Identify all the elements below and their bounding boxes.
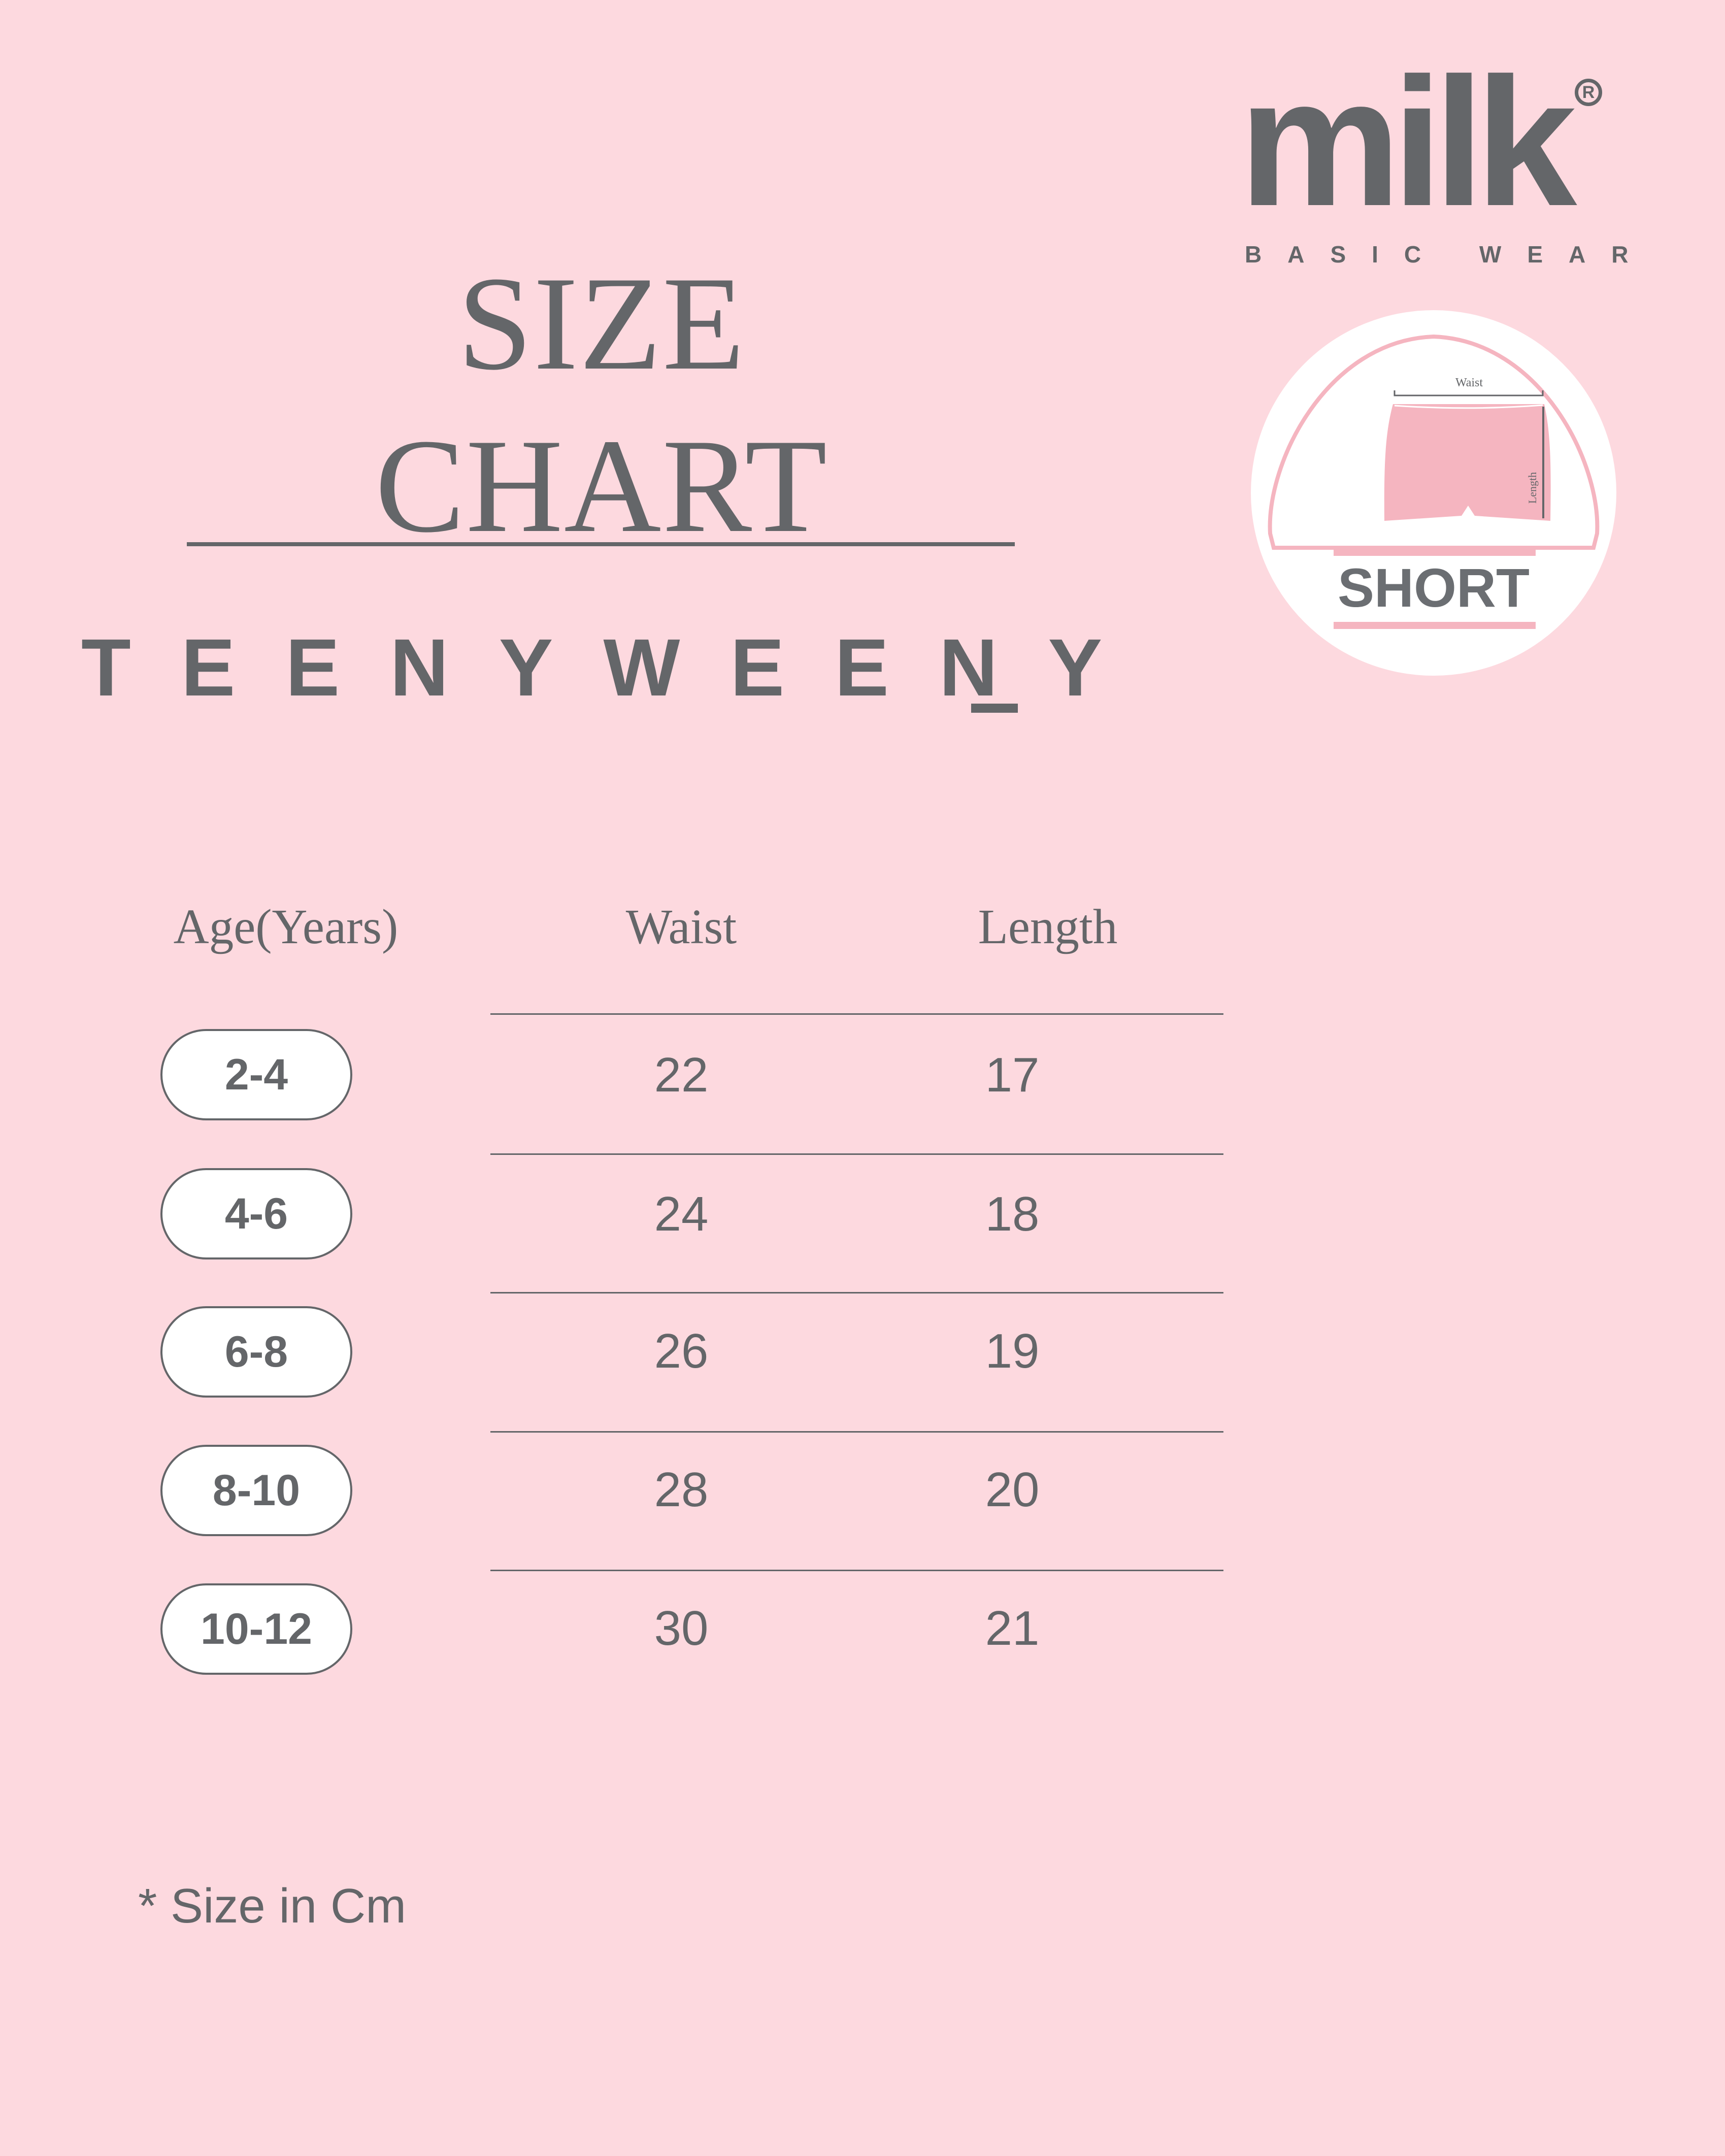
header-waist: Waist: [625, 900, 737, 954]
collection-name: TEENYWEENY: [81, 622, 1153, 713]
length-value: 19: [985, 1324, 1040, 1378]
short-top-bar: [1334, 549, 1536, 556]
waist-value: 28: [654, 1463, 709, 1517]
header-age: Age(Years): [173, 900, 399, 954]
product-type-label: SHORT: [1338, 557, 1530, 618]
milk-logo: milk: [1239, 40, 1577, 244]
shorts-diagram-icon: Waist Length: [1268, 334, 1600, 550]
row-divider: [490, 1292, 1223, 1293]
short-bottom-bar: [1334, 622, 1536, 629]
waist-value: 24: [654, 1187, 709, 1241]
length-value: 21: [985, 1601, 1040, 1655]
length-value: 20: [985, 1463, 1040, 1517]
waist-value: 30: [654, 1601, 709, 1655]
product-badge: Waist Length: [1251, 310, 1616, 676]
age-pill: 10-12: [160, 1583, 352, 1675]
title-underline: [187, 542, 1015, 546]
waist-value: 22: [654, 1048, 709, 1102]
row-divider: [490, 1153, 1223, 1155]
length-value: 18: [985, 1187, 1040, 1241]
length-label: Length: [1526, 472, 1539, 504]
waist-label: Waist: [1455, 376, 1483, 389]
logo-tagline: BASIC WEAR: [1245, 241, 1654, 268]
row-divider: [490, 1431, 1223, 1433]
title-chart: CHART: [375, 412, 828, 560]
age-pill: 6-8: [160, 1306, 352, 1398]
registered-mark-icon: R: [1575, 79, 1602, 106]
age-pill: 4-6: [160, 1168, 352, 1259]
size-unit-note: * Size in Cm: [138, 1879, 407, 1933]
header-length: Length: [978, 900, 1118, 954]
age-pill: 2-4: [160, 1029, 352, 1120]
collection-underline-accent: [971, 704, 1018, 713]
length-value: 17: [985, 1048, 1040, 1102]
row-divider: [490, 1570, 1223, 1571]
age-pill: 8-10: [160, 1445, 352, 1536]
row-divider: [490, 1013, 1223, 1015]
title-size: SIZE: [457, 249, 746, 398]
waist-value: 26: [654, 1324, 709, 1378]
